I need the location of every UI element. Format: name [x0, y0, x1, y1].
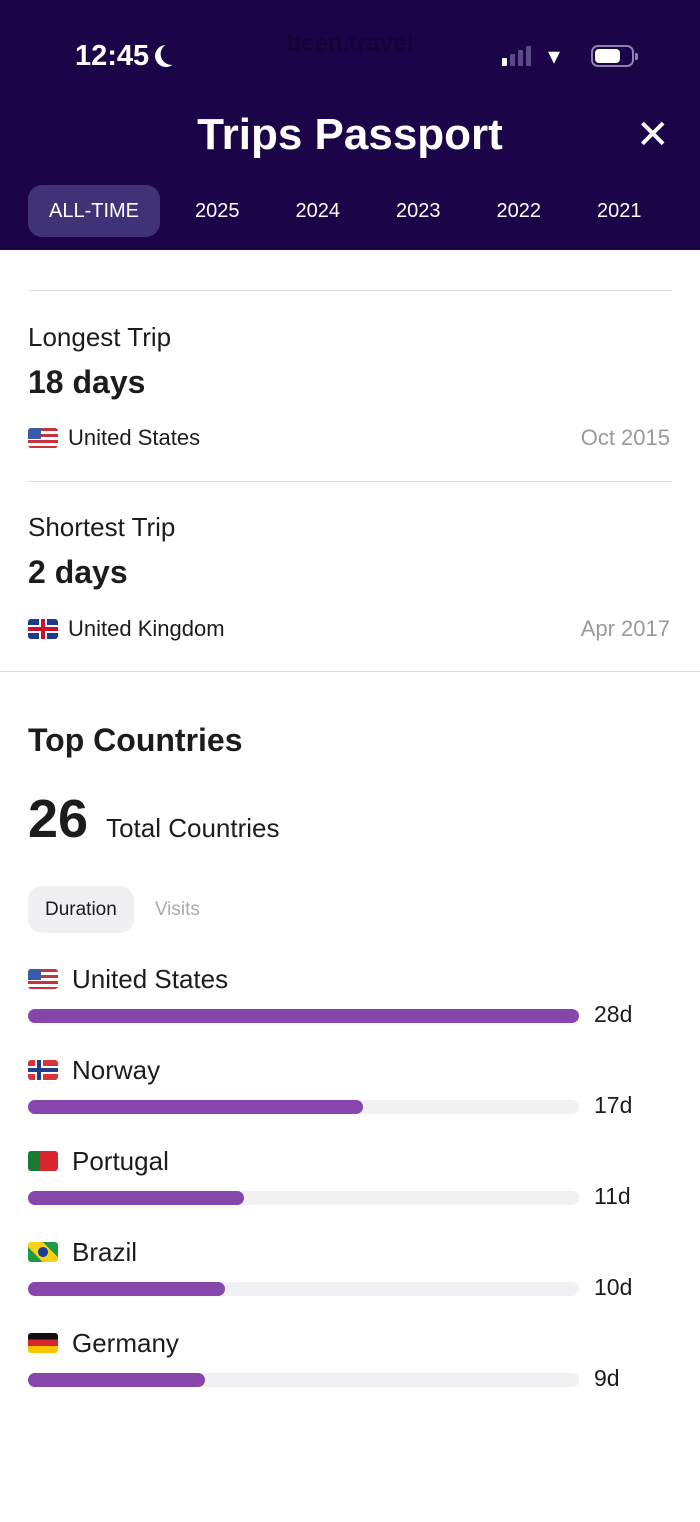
- close-icon[interactable]: ✕: [636, 113, 670, 157]
- shortest-trip-label: Shortest Trip: [28, 512, 176, 542]
- tab-2022[interactable]: 2022: [496, 200, 542, 222]
- duration-bar-fill: [28, 1373, 206, 1387]
- toggle-duration[interactable]: Duration: [28, 886, 134, 933]
- shortest-trip-country: United Kingdom: [28, 616, 225, 642]
- duration-bar: [28, 1373, 579, 1387]
- country-name: Germany: [28, 1327, 678, 1359]
- gb-flag-icon: [28, 619, 58, 639]
- duration-bar-fill: [28, 1282, 225, 1296]
- country-row: United States 28d: [28, 963, 678, 1027]
- metric-toggle: Duration Visits: [28, 886, 221, 933]
- tab-2023[interactable]: 2023: [396, 200, 441, 222]
- battery-icon: [591, 45, 638, 67]
- watermark: been.travel: [286, 30, 414, 57]
- us-flag-icon: [28, 428, 58, 448]
- br-flag-icon: [28, 1242, 58, 1262]
- country-name: Portugal: [28, 1145, 678, 1177]
- page-title: Trips Passport: [197, 110, 503, 159]
- country-row: Brazil 10d: [28, 1236, 678, 1300]
- wifi-icon: ▾: [548, 43, 561, 70]
- us-flag-icon: [28, 969, 58, 989]
- pt-flag-icon: [28, 1151, 58, 1171]
- country-name: Norway: [28, 1054, 678, 1086]
- duration-bar-fill: [28, 1100, 363, 1114]
- moon-icon: [152, 42, 180, 70]
- divider: [28, 481, 672, 482]
- country-name: Brazil: [28, 1236, 678, 1268]
- longest-trip-country: United States: [28, 425, 200, 451]
- divider: [28, 290, 672, 291]
- duration-value: 9d: [594, 1365, 620, 1391]
- longest-trip-label: Longest Trip: [28, 322, 172, 352]
- top-countries-title: Top Countries: [28, 722, 243, 758]
- duration-bar: [28, 1100, 579, 1114]
- longest-trip-date: Oct 2015: [580, 425, 670, 450]
- header: been.travel 12:45 ▾ Trips Passport ✕ ALL…: [0, 0, 700, 250]
- duration-bar: [28, 1009, 579, 1023]
- country-name: United States: [28, 963, 678, 995]
- duration-value: 28d: [594, 1001, 633, 1027]
- status-time: 12:45: [75, 40, 177, 73]
- tab-2024[interactable]: 2024: [295, 200, 341, 222]
- duration-bar: [28, 1282, 579, 1296]
- duration-value: 17d: [594, 1092, 633, 1118]
- toggle-visits[interactable]: Visits: [154, 899, 200, 920]
- no-flag-icon: [28, 1060, 58, 1080]
- country-row: Portugal 11d: [28, 1145, 678, 1209]
- duration-value: 11d: [594, 1183, 631, 1209]
- total-countries: 26 Total Countries: [28, 789, 280, 849]
- duration-value: 10d: [594, 1274, 633, 1300]
- divider: [0, 671, 700, 672]
- year-tabs: ALL-TIME 2025 2024 2023 2022 2021: [28, 185, 677, 237]
- shortest-trip-value: 2 days: [28, 554, 128, 590]
- shortest-trip-date: Apr 2017: [580, 616, 670, 641]
- duration-bar-fill: [28, 1009, 579, 1023]
- de-flag-icon: [28, 1333, 58, 1353]
- duration-bar: [28, 1191, 579, 1205]
- signal-icon: [502, 46, 531, 66]
- tab-all-time[interactable]: ALL-TIME: [28, 185, 161, 237]
- country-row: Germany 9d: [28, 1327, 678, 1391]
- longest-trip-value: 18 days: [28, 364, 146, 400]
- country-row: Norway 17d: [28, 1054, 678, 1118]
- tab-2021[interactable]: 2021: [597, 200, 642, 222]
- tab-2025[interactable]: 2025: [195, 200, 240, 222]
- duration-bar-fill: [28, 1191, 245, 1205]
